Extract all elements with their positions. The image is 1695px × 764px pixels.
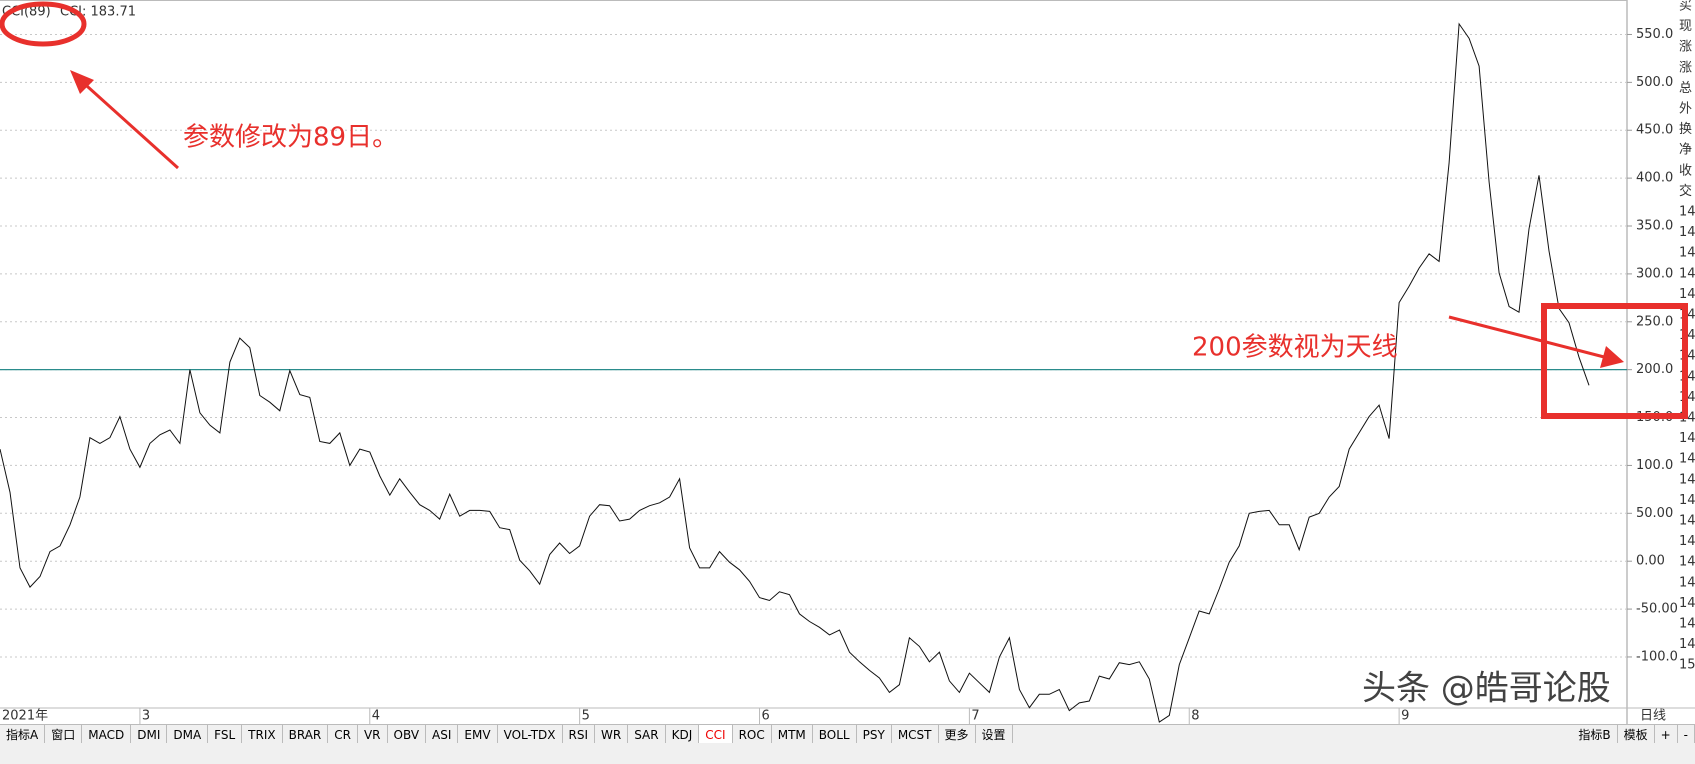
- right-tab[interactable]: -: [1678, 725, 1695, 743]
- indicator-tab[interactable]: RSI: [563, 725, 596, 743]
- period-label: 日线: [1640, 709, 1666, 724]
- y-tick-label: 50.00: [1636, 506, 1673, 521]
- side-panel-label: 14: [1679, 514, 1695, 529]
- indicator-tab[interactable]: BOLL: [813, 725, 857, 743]
- annotation-arrow: [76, 76, 180, 170]
- x-tick-label: 5: [582, 709, 590, 724]
- side-panel-label: 交: [1679, 183, 1692, 199]
- side-panel-label: 收: [1679, 163, 1692, 178]
- y-tick-label: 350.0: [1636, 219, 1673, 234]
- indicator-tab[interactable]: ASI: [426, 725, 459, 743]
- indicator-tab[interactable]: OBV: [388, 725, 427, 743]
- indicator-tab[interactable]: ROC: [733, 725, 772, 743]
- y-tick-label: 450.0: [1636, 123, 1673, 138]
- side-panel-label: 14: [1679, 287, 1695, 302]
- side-panel-label: 换: [1679, 122, 1692, 137]
- side-panel-label: 14: [1679, 534, 1695, 549]
- right-tabs: 指标B 模板 + -: [1572, 725, 1695, 764]
- indicator-tab[interactable]: KDJ: [666, 725, 700, 743]
- x-tick-label: 8: [1191, 709, 1199, 724]
- indicator-tab[interactable]: MTM: [772, 725, 813, 743]
- y-tick-label: 500.0: [1636, 75, 1673, 90]
- right-tab[interactable]: 指标B: [1572, 725, 1618, 743]
- indicator-tab[interactable]: 窗口: [45, 725, 83, 743]
- right-tab[interactable]: 模板: [1618, 725, 1655, 743]
- annotation-box: [1541, 303, 1688, 419]
- side-panel-label: 14: [1679, 493, 1695, 508]
- watermark: 头条 @皓哥论股: [1362, 669, 1611, 709]
- side-panel-label: 14: [1679, 575, 1695, 590]
- indicator-tab[interactable]: FSL: [208, 725, 243, 743]
- side-panel-label: 14: [1679, 246, 1695, 261]
- indicator-tab[interactable]: EMV: [458, 725, 498, 743]
- indicator-tab[interactable]: CCI: [699, 725, 733, 743]
- side-panel-label: 14: [1679, 452, 1695, 467]
- arrow-head: [1600, 346, 1624, 368]
- tab-bar: 指标A 窗口 MACD DMI DMA FSL TRIX BRAR CR VR OBV ASI EMV V…: [0, 724, 1695, 764]
- indicator-tab[interactable]: BRAR: [283, 725, 329, 743]
- side-panel-label: 净: [1679, 143, 1692, 158]
- side-panel-label: 14: [1679, 205, 1695, 220]
- y-tick-label: -100.0: [1636, 649, 1678, 664]
- x-tick-label: 7: [971, 709, 979, 724]
- side-panel-label: 15: [1679, 658, 1695, 673]
- y-tick-label: -50.00: [1636, 602, 1678, 617]
- y-tick-label: 100.0: [1636, 458, 1673, 473]
- indicator-tab[interactable]: CR: [328, 725, 358, 743]
- right-tab[interactable]: +: [1655, 725, 1678, 743]
- side-panel-label: 外: [1679, 102, 1692, 117]
- chart: CCI(89) CCI: 183.71 550.0500.0450.0400.0…: [0, 0, 1695, 724]
- side-panel-label: 涨: [1679, 60, 1692, 75]
- y-tick-label: 300.0: [1636, 266, 1673, 281]
- indicator-tab[interactable]: 指标A: [0, 725, 46, 743]
- x-tick-label: 9: [1401, 709, 1409, 724]
- y-tick-label: 400.0: [1636, 171, 1673, 186]
- side-panel-label: 14: [1679, 555, 1695, 570]
- x-tick-label: 3: [142, 709, 150, 724]
- side-panel-label: 14: [1679, 637, 1695, 652]
- indicator-tab[interactable]: VR: [358, 725, 388, 743]
- cci-line: [0, 22, 1590, 723]
- side-panel-label: 总: [1679, 81, 1692, 96]
- side-panel-label: 14: [1679, 596, 1695, 611]
- x-tick-label: 6: [762, 709, 770, 724]
- indicator-tab[interactable]: SAR: [628, 725, 666, 743]
- indicator-tab[interactable]: PSY: [857, 725, 892, 743]
- indicator-tab[interactable]: VOL-TDX: [498, 725, 563, 743]
- side-panel-label: 14: [1679, 266, 1695, 281]
- annotation-ellipse: [0, 1, 87, 47]
- y-tick-label: 0.00: [1636, 554, 1665, 569]
- annotation-text: 200参数视为天线: [1192, 333, 1398, 363]
- annotation-text: 参数修改为89日。: [183, 123, 398, 153]
- indicator-tab[interactable]: DMA: [167, 725, 209, 743]
- side-panel-label: 14: [1679, 431, 1695, 446]
- side-panel-label: 涨: [1679, 40, 1692, 55]
- side-panel-label: 现: [1679, 19, 1692, 34]
- arrow-head: [70, 70, 94, 94]
- x-tick-label: 4: [372, 709, 380, 724]
- x-tick-label: 2021年: [2, 709, 48, 724]
- y-tick-label: 200.0: [1636, 362, 1673, 377]
- indicator-tab[interactable]: MCST: [892, 725, 939, 743]
- indicator-tab[interactable]: DMI: [131, 725, 168, 743]
- y-tick-label: 550.0: [1636, 27, 1673, 42]
- side-panel-label: 14: [1679, 472, 1695, 487]
- indicator-tab[interactable]: MACD: [82, 725, 132, 743]
- indicator-tab[interactable]: WR: [595, 725, 629, 743]
- side-panel-label: 14: [1679, 225, 1695, 240]
- side-panel-label: 买: [1679, 0, 1692, 14]
- annotation-arrow: [1448, 315, 1609, 360]
- indicator-tab[interactable]: TRIX: [242, 725, 283, 743]
- side-panel-label: 14: [1679, 617, 1695, 632]
- y-tick-label: 250.0: [1636, 314, 1673, 329]
- indicator-tab[interactable]: 更多: [939, 725, 976, 743]
- indicator-tab[interactable]: 设置: [976, 725, 1013, 743]
